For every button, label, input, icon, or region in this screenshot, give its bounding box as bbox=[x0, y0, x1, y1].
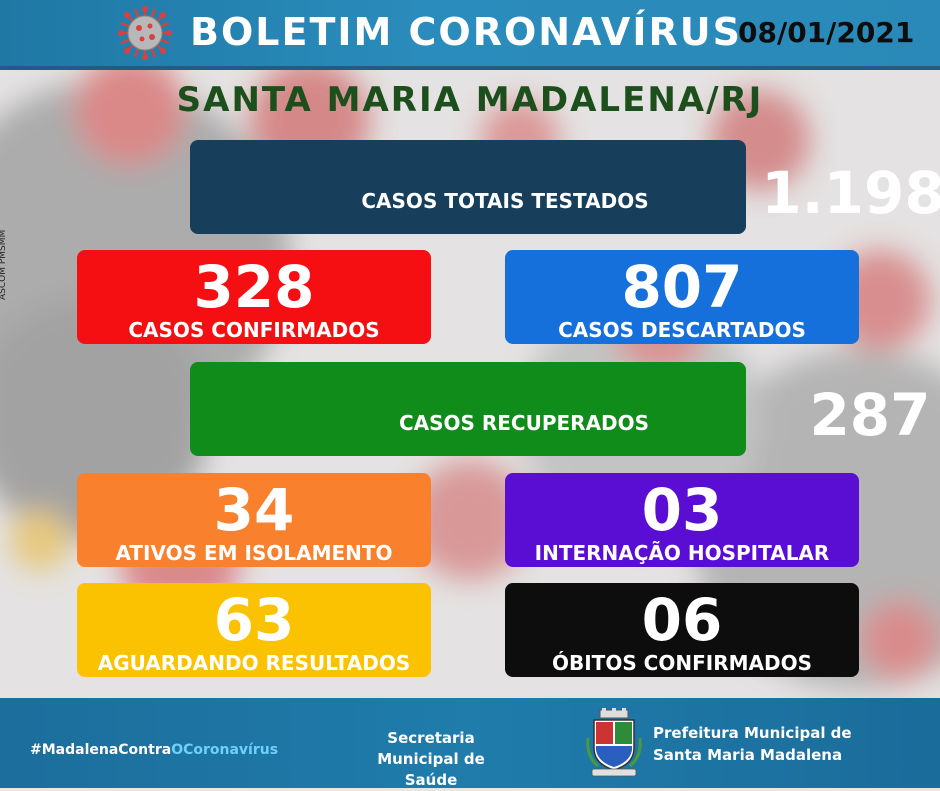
health-secretariat: Secretaria Municipal de Saúde bbox=[356, 728, 506, 791]
card-deaths-label: ÓBITOS CONFIRMADOS bbox=[551, 651, 812, 675]
hashtag-part-1: #MadalenaContra bbox=[30, 742, 172, 758]
card-confirmed-label: CASOS CONFIRMADOS bbox=[128, 318, 380, 342]
card-hospitalization-label: INTERNAÇÃO HOSPITALAR bbox=[534, 541, 830, 565]
card-recovered-value: 287 bbox=[809, 381, 931, 449]
city-hall-line-1: Prefeitura Municipal de bbox=[653, 724, 852, 742]
card-recovered-label: CASOS RECUPERADOS bbox=[398, 411, 650, 435]
city-hall: Prefeitura Municipal de Santa Maria Mada… bbox=[653, 722, 852, 766]
card-active-isolation-label: ATIVOS EM ISOLAMENTO bbox=[115, 541, 393, 565]
card-recovered: CASOS RECUPERADOS 287 bbox=[190, 362, 931, 456]
hashtag-part-2: OCoronavírus bbox=[171, 742, 279, 758]
health-secretariat-line-1: Secretaria bbox=[387, 729, 475, 747]
card-confirmed: 328 CASOS CONFIRMADOS bbox=[77, 250, 431, 344]
footer-bar: #MadalenaContraOCoronavírus Secretaria M… bbox=[0, 698, 940, 791]
card-total-tested-value: 1.198 bbox=[761, 159, 940, 227]
card-hospitalization-value: 03 bbox=[641, 476, 723, 544]
card-awaiting-results-value: 63 bbox=[213, 586, 295, 654]
municipal-crest-icon bbox=[586, 708, 642, 777]
card-deaths-value: 06 bbox=[641, 586, 723, 654]
side-credit: ASCOM PMSMM bbox=[0, 229, 8, 300]
card-active-isolation: 34 ATIVOS EM ISOLAMENTO bbox=[77, 473, 431, 567]
card-awaiting-results: 63 AGUARDANDO RESULTADOS bbox=[77, 583, 431, 677]
card-discarded: 807 CASOS DESCARTADOS bbox=[505, 250, 859, 344]
bulletin-date: 08/01/2021 bbox=[738, 16, 915, 49]
card-total-tested-label: CASOS TOTAIS TESTADOS bbox=[361, 189, 649, 213]
health-secretariat-line-2: Municipal de Saúde bbox=[377, 750, 485, 789]
card-total-tested: CASOS TOTAIS TESTADOS 1.198 bbox=[190, 140, 940, 234]
campaign-hashtag: #MadalenaContraOCoronavírus bbox=[30, 742, 278, 758]
city-name: SANTA MARIA MADALENA/RJ bbox=[176, 80, 764, 120]
card-deaths: 06 ÓBITOS CONFIRMADOS bbox=[505, 583, 859, 677]
city-hall-line-2: Santa Maria Madalena bbox=[653, 746, 843, 764]
card-awaiting-results-label: AGUARDANDO RESULTADOS bbox=[97, 651, 411, 675]
card-discarded-label: CASOS DESCARTADOS bbox=[558, 318, 806, 342]
coronavirus-icon bbox=[118, 6, 172, 60]
header-bar: BOLETIM CORONAVÍRUS 08/01/2021 bbox=[0, 0, 940, 70]
bulletin-title: BOLETIM CORONAVÍRUS bbox=[190, 10, 742, 54]
card-confirmed-value: 328 bbox=[193, 253, 315, 321]
card-hospitalization: 03 INTERNAÇÃO HOSPITALAR bbox=[505, 473, 859, 567]
card-discarded-value: 807 bbox=[621, 253, 743, 321]
card-active-isolation-value: 34 bbox=[213, 476, 295, 544]
